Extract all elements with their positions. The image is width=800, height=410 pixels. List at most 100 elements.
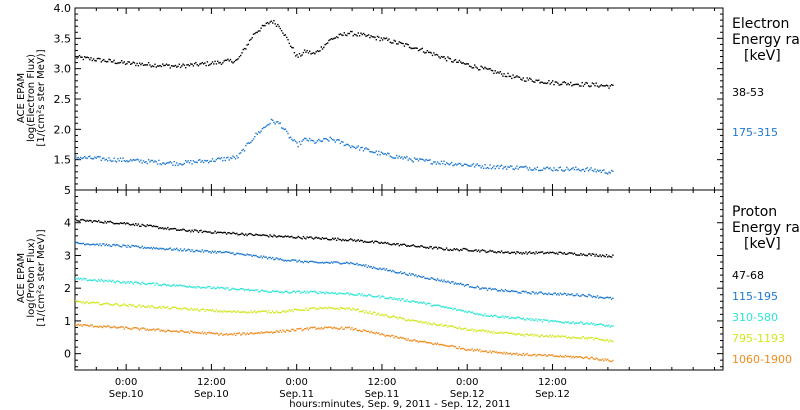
proton-data-point	[273, 312, 275, 314]
proton-data-point	[587, 323, 590, 325]
proton-data-point	[291, 259, 293, 261]
electron-data-point	[483, 167, 485, 169]
electron-data-point	[408, 46, 411, 49]
x-tick-time-label: 12:00	[197, 377, 226, 388]
electron-data-point	[332, 139, 334, 141]
electron-data-point	[476, 163, 478, 165]
proton-data-point	[98, 279, 100, 281]
electron-data-point	[246, 142, 248, 145]
electron-data-point	[498, 72, 500, 74]
proton-data-point	[495, 351, 498, 353]
proton-data-point	[255, 254, 257, 257]
proton-data-point	[563, 252, 565, 254]
proton-data-point	[512, 333, 514, 335]
electron-data-point	[572, 167, 574, 169]
electron-data-point	[413, 47, 416, 49]
electron-data-point	[351, 30, 353, 33]
electron-data-point	[545, 166, 548, 169]
electron-data-point	[122, 157, 124, 159]
proton-data-point	[350, 261, 352, 264]
electron-data-point	[305, 51, 307, 53]
proton-data-point	[422, 301, 425, 304]
electron-data-point	[402, 158, 404, 160]
proton-data-point	[155, 282, 157, 284]
electron-data-point	[315, 51, 317, 53]
proton-data-point	[591, 296, 594, 298]
electron-data-point	[76, 57, 78, 59]
proton-data-point	[127, 280, 129, 283]
proton-data-point	[126, 281, 128, 284]
proton-data-point	[504, 289, 507, 291]
proton-data-point	[550, 320, 553, 322]
proton-data-point	[529, 334, 531, 336]
electron-data-point	[375, 39, 377, 41]
electron-data-point	[596, 169, 599, 171]
electron-data-point	[585, 168, 587, 170]
proton-data-point	[525, 319, 527, 321]
proton-data-point	[252, 311, 255, 313]
proton-data-point	[272, 290, 274, 292]
proton-series-1060-1900	[75, 323, 614, 363]
proton-data-point	[398, 245, 400, 247]
proton-data-point	[470, 250, 472, 252]
proton-data-point	[323, 307, 325, 309]
proton-data-point	[246, 332, 248, 334]
proton-data-point	[485, 287, 487, 290]
electron-data-point	[573, 83, 576, 86]
proton-data-point	[534, 319, 536, 321]
proton-data-point	[594, 255, 596, 257]
proton-data-point	[460, 348, 462, 350]
electron-data-point	[603, 169, 605, 171]
proton-data-point	[369, 266, 371, 268]
electron-data-point	[136, 62, 138, 65]
proton-data-point	[490, 250, 493, 252]
proton-data-point	[509, 332, 512, 335]
electron-data-point	[598, 170, 600, 172]
proton-data-point	[321, 328, 324, 330]
proton-data-point	[261, 310, 264, 312]
proton-data-point	[554, 252, 556, 255]
proton-data-point	[257, 256, 260, 258]
proton-data-point	[89, 244, 91, 246]
electron-data-point	[337, 36, 339, 39]
proton-data-point	[266, 258, 269, 260]
proton-data-point	[351, 327, 353, 329]
electron-data-point	[580, 170, 582, 172]
proton-data-point	[144, 306, 146, 308]
proton-data-point	[229, 333, 232, 335]
electron-data-point	[499, 71, 501, 73]
proton-data-point	[237, 310, 239, 312]
proton-data-point	[564, 354, 567, 357]
proton-data-point	[170, 307, 173, 309]
proton-data-point	[187, 331, 189, 333]
proton-data-point	[479, 329, 481, 331]
proton-data-point	[529, 251, 531, 253]
proton-data-point	[428, 247, 430, 249]
proton-data-point	[196, 249, 198, 252]
proton-data-point	[286, 329, 288, 331]
proton-data-point	[193, 331, 196, 333]
proton-data-point	[169, 247, 171, 249]
electron-data-point	[147, 159, 150, 161]
electron-data-point	[248, 142, 251, 144]
electron-data-point	[546, 166, 549, 168]
proton-data-point	[251, 234, 253, 236]
proton-data-point	[77, 323, 79, 325]
proton-data-point	[430, 277, 432, 279]
electron-data-point	[236, 59, 238, 61]
proton-data-point	[306, 327, 308, 329]
electron-data-point	[364, 33, 366, 36]
proton-data-point	[429, 246, 431, 248]
electron-data-point	[274, 123, 276, 125]
electron-data-point	[353, 33, 356, 36]
proton-data-point	[242, 233, 244, 235]
proton-data-point	[558, 356, 560, 358]
electron-data-point	[257, 131, 260, 133]
proton-data-point	[247, 311, 250, 313]
proton-data-point	[307, 236, 310, 239]
electron-data-point	[394, 157, 397, 159]
electron-data-point	[179, 66, 182, 69]
proton-data-point	[75, 218, 77, 220]
proton-data-point	[387, 315, 389, 318]
electron-data-point	[590, 167, 592, 169]
